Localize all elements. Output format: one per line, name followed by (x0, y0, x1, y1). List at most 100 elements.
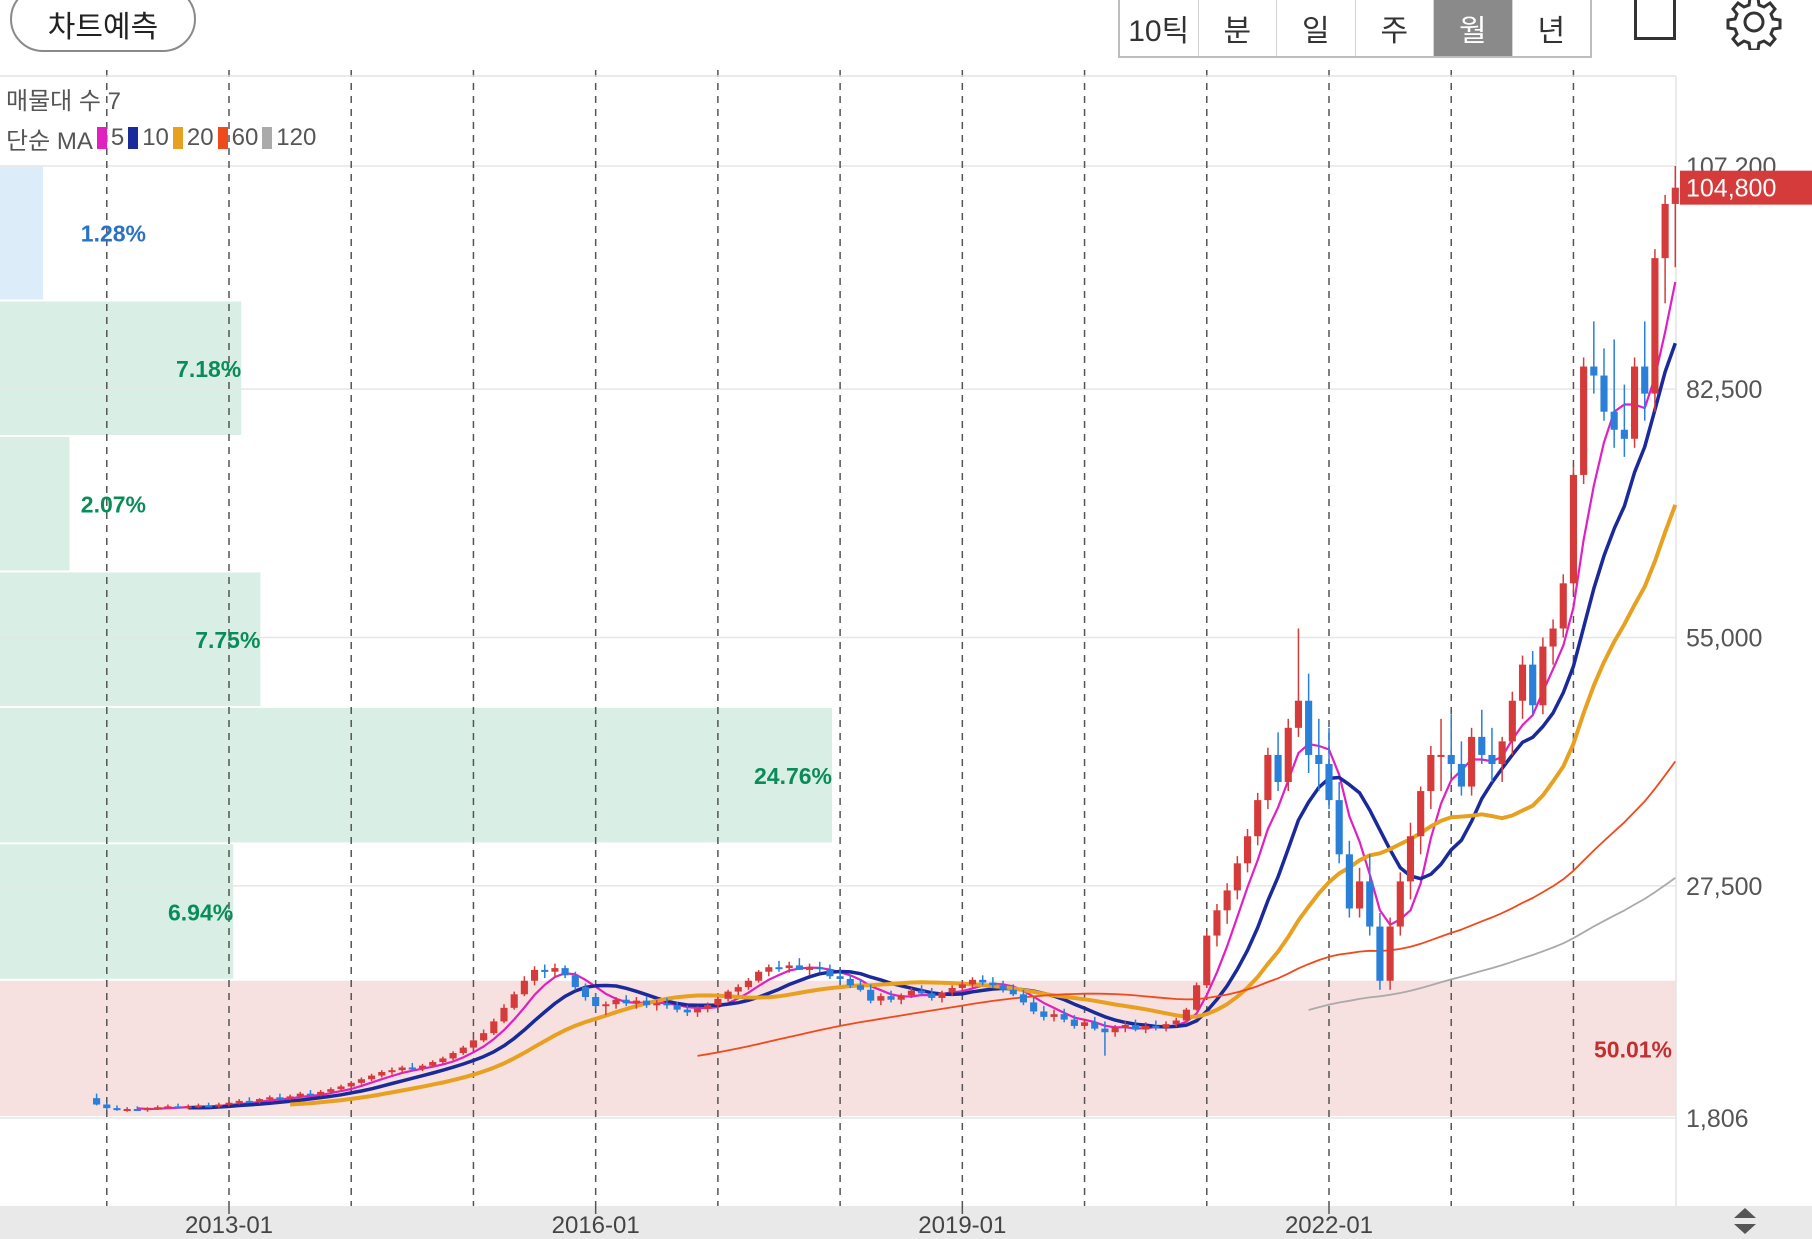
candle-2023-06 (1498, 736, 1506, 783)
y-tick-label-3: 27,500 (1686, 873, 1762, 901)
candle-body (1549, 628, 1557, 647)
candle-2020-12 (1193, 982, 1201, 1011)
candle-2020-02 (1091, 1016, 1099, 1031)
candle-body (1498, 741, 1506, 764)
candle-2024-04 (1600, 348, 1608, 421)
candle-body (989, 982, 997, 986)
candle-body (1600, 375, 1608, 412)
candle-body (215, 1104, 223, 1107)
candle-2018-12 (948, 985, 956, 997)
candle-2018-02 (846, 974, 854, 988)
candle-2024-09 (1651, 249, 1659, 412)
candle-body (184, 1106, 192, 1109)
candle-body (103, 1104, 111, 1109)
candle-2012-06 (154, 1105, 162, 1110)
candle-2011-12 (93, 1093, 101, 1106)
candle-body (968, 979, 977, 985)
candle-2020-10 (1172, 1017, 1180, 1027)
candle-2024-10 (1661, 194, 1669, 304)
candle-2016-08 (663, 997, 671, 1009)
candle-body (1325, 763, 1333, 801)
period-selector: 10틱 분 일 주 월 년 (1118, 0, 1592, 58)
candle-body (113, 1108, 121, 1111)
candle-body (999, 985, 1007, 990)
x-tick-label-0: 2013-01 (185, 1212, 273, 1239)
period-tab-1[interactable]: 분 (1199, 0, 1277, 56)
candle-2022-07 (1386, 917, 1394, 990)
ma-line-60 (697, 760, 1677, 1057)
ma-label: 단순 MA (6, 127, 93, 155)
candle-2015-02 (480, 1029, 488, 1043)
candle-body (1203, 935, 1211, 986)
candle-2012-11 (205, 1102, 213, 1108)
axis-scroll-handle-icon[interactable] (1730, 1206, 1760, 1236)
candle-2014-12 (459, 1045, 467, 1055)
candle-2023-01 (1447, 714, 1455, 774)
candle-body (368, 1075, 376, 1080)
candle-body (592, 997, 600, 1007)
candle-body (1254, 800, 1262, 837)
candle-body (907, 990, 915, 996)
candle-body (276, 1097, 284, 1100)
ma-swatch-120 (262, 127, 273, 149)
candle-2012-02 (113, 1105, 121, 1111)
candle-body (378, 1071, 386, 1076)
candle-2024-11 (1671, 166, 1679, 268)
gear-icon[interactable] (1726, 0, 1782, 50)
candle-body (775, 967, 783, 970)
candle-body (897, 995, 905, 1000)
candle-body (1233, 863, 1241, 891)
candle-body (1488, 754, 1496, 764)
candle-2015-03 (490, 1018, 498, 1035)
candle-body (1396, 881, 1404, 927)
candle-2020-09 (1162, 1021, 1170, 1032)
ma-swatch-60 (217, 127, 228, 149)
candle-2019-05 (999, 980, 1007, 993)
candle-body (1569, 474, 1578, 584)
candle-2023-04 (1478, 709, 1486, 764)
candle-2020-06 (1131, 1019, 1140, 1032)
volume-profile-bar-5 (0, 844, 234, 979)
candle-2014-02 (357, 1077, 365, 1085)
candle-body (602, 1004, 610, 1007)
candle-body (266, 1097, 274, 1100)
period-tab-3[interactable]: 주 (1356, 0, 1434, 56)
candle-body (1406, 836, 1415, 882)
candle-body (296, 1093, 304, 1097)
candle-2024-06 (1620, 384, 1628, 457)
candle-2015-06 (520, 976, 528, 997)
candle-2023-08 (1518, 655, 1527, 719)
candle-2018-09 (918, 985, 926, 996)
fullscreen-icon[interactable] (1634, 0, 1676, 40)
candle-2017-05 (755, 969, 763, 983)
volume-profile-bar-2 (0, 436, 70, 571)
candle-body (816, 967, 824, 970)
ma-legend-10: 10 (142, 124, 169, 151)
candle-2013-03 (245, 1097, 253, 1103)
candle-2021-04 (1233, 856, 1241, 900)
volume-profile-bar-3 (0, 572, 261, 706)
volume-profile-labels: 1.28% 7.18% 2.07% 7.75% 24.76% 6.94% 50.01% (81, 221, 1672, 1063)
candle-body (1518, 664, 1527, 701)
candle-2014-01 (347, 1081, 355, 1089)
candle-body (765, 967, 773, 972)
candle-2016-12 (704, 1002, 712, 1013)
candle-body (1335, 800, 1343, 855)
candle-body (673, 1005, 681, 1010)
candle-2022-05 (1366, 854, 1374, 936)
period-tab-0[interactable]: 10틱 (1120, 0, 1199, 56)
candle-body (1315, 754, 1323, 764)
candle-2018-03 (856, 978, 865, 992)
chart-predict-button[interactable]: 차트예측 (10, 0, 196, 52)
candle-2015-05 (510, 991, 518, 1010)
candle-2014-05 (388, 1067, 396, 1075)
candle-body (918, 990, 926, 994)
candle-body (449, 1053, 457, 1059)
candle-2020-04 (1111, 1025, 1119, 1037)
period-tab-2[interactable]: 일 (1277, 0, 1356, 56)
candle-body (154, 1107, 162, 1110)
candle-body (1111, 1027, 1119, 1033)
period-tab-5[interactable]: 년 (1537, 15, 1566, 48)
period-tab-4[interactable]: 월 (1434, 0, 1513, 56)
